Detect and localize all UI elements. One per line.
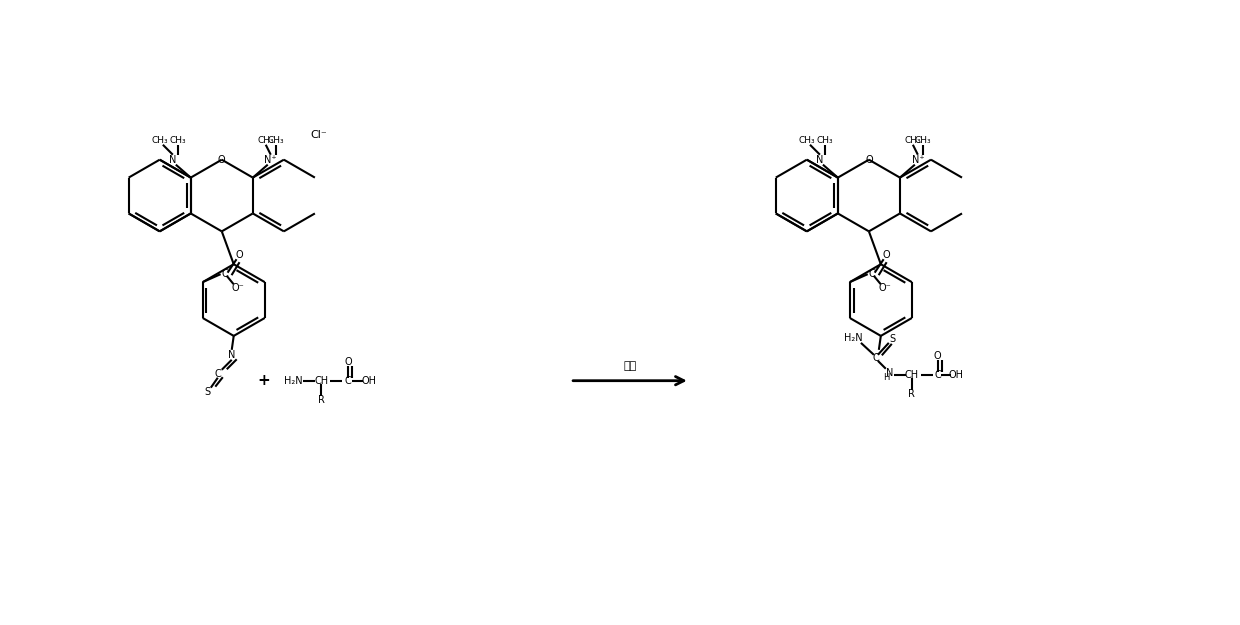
Text: C: C: [345, 376, 352, 386]
Text: R: R: [908, 389, 915, 399]
Text: CH₃: CH₃: [268, 136, 284, 145]
Text: C: C: [221, 269, 228, 279]
Text: H₂N: H₂N: [843, 333, 862, 343]
Text: O: O: [866, 154, 873, 164]
Text: O: O: [883, 250, 890, 260]
Text: C: C: [873, 352, 879, 362]
Text: OH: OH: [362, 376, 377, 386]
Text: N⁺: N⁺: [264, 154, 277, 164]
Text: CH₃: CH₃: [817, 136, 833, 145]
Text: O⁻: O⁻: [878, 283, 892, 293]
Text: +: +: [257, 373, 270, 388]
Text: CH₃: CH₃: [151, 136, 169, 145]
Text: O: O: [934, 351, 941, 361]
Text: S: S: [205, 387, 211, 397]
Text: O: O: [236, 250, 243, 260]
Text: CH₃: CH₃: [904, 136, 921, 145]
Text: O: O: [218, 154, 226, 164]
Text: CH: CH: [314, 376, 329, 386]
Text: CH₃: CH₃: [799, 136, 816, 145]
Text: S: S: [890, 334, 895, 344]
Text: N: N: [228, 350, 236, 360]
Text: H: H: [883, 373, 889, 382]
Text: H₂N: H₂N: [284, 376, 303, 386]
Text: N: N: [169, 154, 176, 164]
Text: C: C: [215, 369, 221, 379]
Text: Cl⁻: Cl⁻: [310, 130, 327, 140]
Text: N: N: [816, 154, 823, 164]
Text: C: C: [934, 370, 941, 380]
Text: CH₃: CH₃: [915, 136, 931, 145]
Text: CH₃: CH₃: [258, 136, 274, 145]
Text: N: N: [887, 368, 894, 378]
Text: R: R: [317, 394, 325, 404]
Text: O⁻: O⁻: [231, 283, 244, 293]
Text: 碱性: 碱性: [624, 361, 636, 371]
Text: OH: OH: [949, 370, 963, 380]
Text: CH: CH: [905, 370, 919, 380]
Text: N⁺: N⁺: [911, 154, 924, 164]
Text: CH₃: CH₃: [170, 136, 186, 145]
Text: C: C: [868, 269, 875, 279]
Text: O: O: [345, 357, 352, 367]
